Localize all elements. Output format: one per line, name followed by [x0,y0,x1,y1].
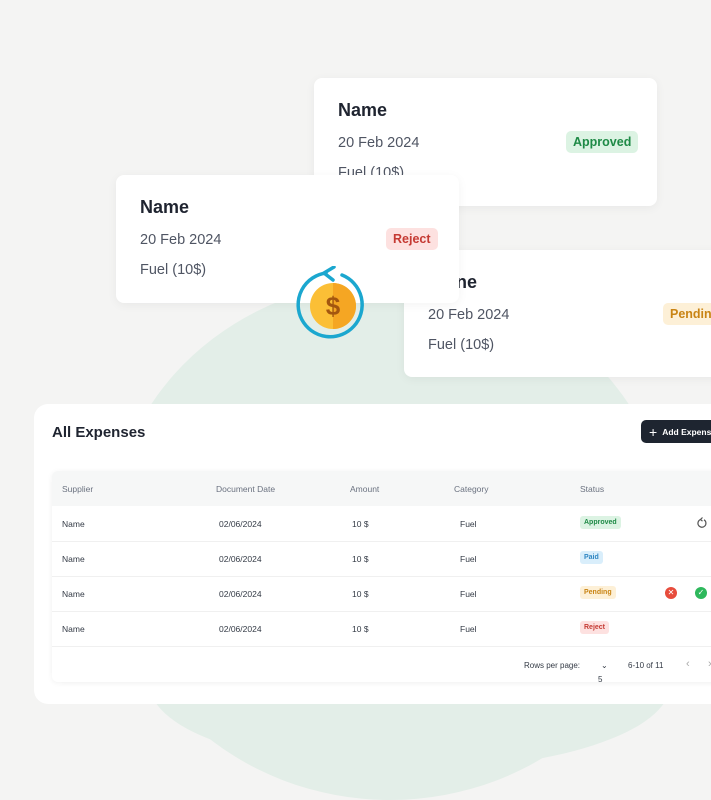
status-badge: Reject [386,228,438,250]
col-amount[interactable]: Amount [350,484,380,494]
card-name: Name [140,197,190,217]
chevron-right-icon[interactable]: › [708,658,711,670]
col-status[interactable]: Status [580,484,605,494]
status-badge: Pending [663,303,711,325]
col-supplier[interactable]: Supplier [62,484,94,494]
cell-category: Fuel [460,624,477,634]
col-document-date[interactable]: Document Date [216,484,276,494]
cell-supplier: Name [62,554,85,564]
cell-amount: 10 $ [352,589,369,599]
cell-supplier: Name [62,589,85,599]
panel-title: All Expenses [52,424,146,441]
chevron-left-icon[interactable]: ‹ [686,658,690,670]
status-badge: Approved [566,131,639,153]
card-name: ne [456,272,478,292]
table-row[interactable]: Name 02/06/2024 10 $ Fuel Paid [52,541,711,577]
col-category[interactable]: Category [454,484,489,494]
rows-per-page-label: Rows per page: [524,661,581,670]
table-row[interactable]: Name 02/06/2024 10 $ Fuel Approved [52,506,711,542]
cell-date: 02/06/2024 [219,624,262,634]
table-row[interactable]: Name 02/06/2024 10 $ Fuel Pending ✕ ✓ [52,576,711,612]
status-badge: Pending [580,586,616,599]
status-badge: Paid [580,551,603,564]
cell-date: 02/06/2024 [219,589,262,599]
chevron-down-icon: ⌄ [601,661,608,670]
rows-per-page-value: 5 [598,675,603,682]
cell-amount: 10 $ [352,519,369,529]
rows-per-page-select[interactable]: 5 ⌄ [598,661,608,682]
cell-category: Fuel [460,554,477,564]
cell-category: Fuel [460,589,477,599]
cell-category: Fuel [460,519,477,529]
cell-amount: 10 $ [352,554,369,564]
cell-supplier: Name [62,624,85,634]
refresh-icon[interactable] [696,516,708,530]
svg-text:$: $ [326,291,341,321]
table-pagination: Rows per page: 5 ⌄ 6-10 of 11 ‹ › [52,647,711,682]
card-date: 20 Feb 2024 [428,307,510,323]
card-date: 20 Feb 2024 [140,232,222,248]
card-description: Fuel (10$) [140,262,207,278]
add-expense-button[interactable]: + Add Expense [641,420,711,443]
card-name: Name [338,100,388,120]
plus-icon: + [649,423,658,440]
cell-date: 02/06/2024 [219,554,262,564]
approve-action-icon[interactable]: ✓ [695,587,707,599]
table-row[interactable]: Name 02/06/2024 10 $ Fuel Reject [52,611,711,647]
expense-card-reject: Name 20 Feb 2024 Fuel (10$) Reject [116,175,459,303]
reject-action-icon[interactable]: ✕ [665,587,677,599]
card-date: 20 Feb 2024 [338,135,420,151]
cell-amount: 10 $ [352,624,369,634]
add-expense-label: Add Expense [662,426,711,437]
page-range: 6-10 of 11 [628,661,664,670]
card-description: Fuel (10$) [428,337,495,353]
dollar-coin-icon: $ [296,266,364,339]
status-badge: Reject [580,621,610,634]
expenses-table: Supplier Document Date Amount Category S… [52,471,711,682]
expenses-panel: All Expenses + Add Expense Supplier Docu… [34,404,711,704]
cell-date: 02/06/2024 [219,519,262,529]
cell-supplier: Name [62,519,85,529]
status-badge: Approved [580,516,621,529]
table-header: Supplier Document Date Amount Category S… [52,471,711,506]
